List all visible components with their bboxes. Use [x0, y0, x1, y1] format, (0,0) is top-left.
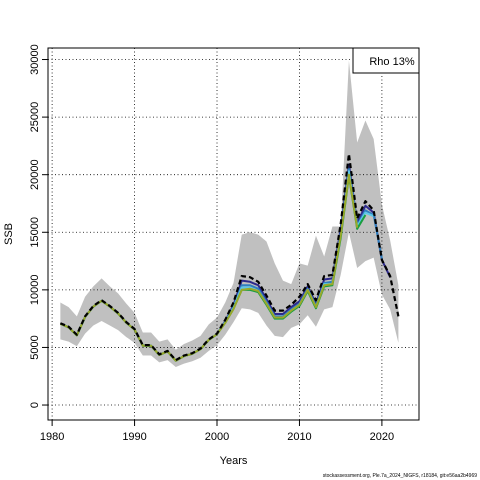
- y-tick-label-15000: 15000: [29, 217, 41, 248]
- legend-text: Rho 13%: [369, 56, 414, 68]
- legend-box: [352, 47, 420, 74]
- x-tick-label-2020: 2020: [370, 431, 394, 443]
- x-tick-label-1990: 1990: [122, 431, 146, 443]
- y-tick-label-20000: 20000: [29, 159, 41, 190]
- confidence-band-layer: [60, 60, 399, 368]
- x-tick-label-2000: 2000: [205, 431, 229, 443]
- footer-text: stockassessment.org, Ple.7a_2024_NIGFS, …: [323, 473, 477, 479]
- series-line-1: [59, 152, 400, 362]
- legend: Rho 13%: [352, 47, 420, 74]
- x-tick-label-2010: 2010: [287, 431, 311, 443]
- y-tick-label-25000: 25000: [29, 102, 41, 133]
- y-tick-label-0: 0: [29, 402, 41, 408]
- series-layer: [59, 152, 400, 362]
- plot-frame: [47, 47, 420, 421]
- y-axis-title: SSB: [3, 223, 15, 245]
- grid-layer: [48, 48, 419, 420]
- axis-layer: 1980 1990 2000 2010 2020 0 5000 10000 15000 20000…: [29, 44, 394, 443]
- confidence-band: [60, 60, 399, 368]
- x-axis-title: Years: [220, 455, 248, 467]
- y-tick-label-30000: 30000: [29, 44, 41, 75]
- x-tick-label-1980: 1980: [40, 431, 64, 443]
- y-tick-label-5000: 5000: [29, 335, 41, 359]
- y-tick-label-10000: 10000: [29, 275, 41, 306]
